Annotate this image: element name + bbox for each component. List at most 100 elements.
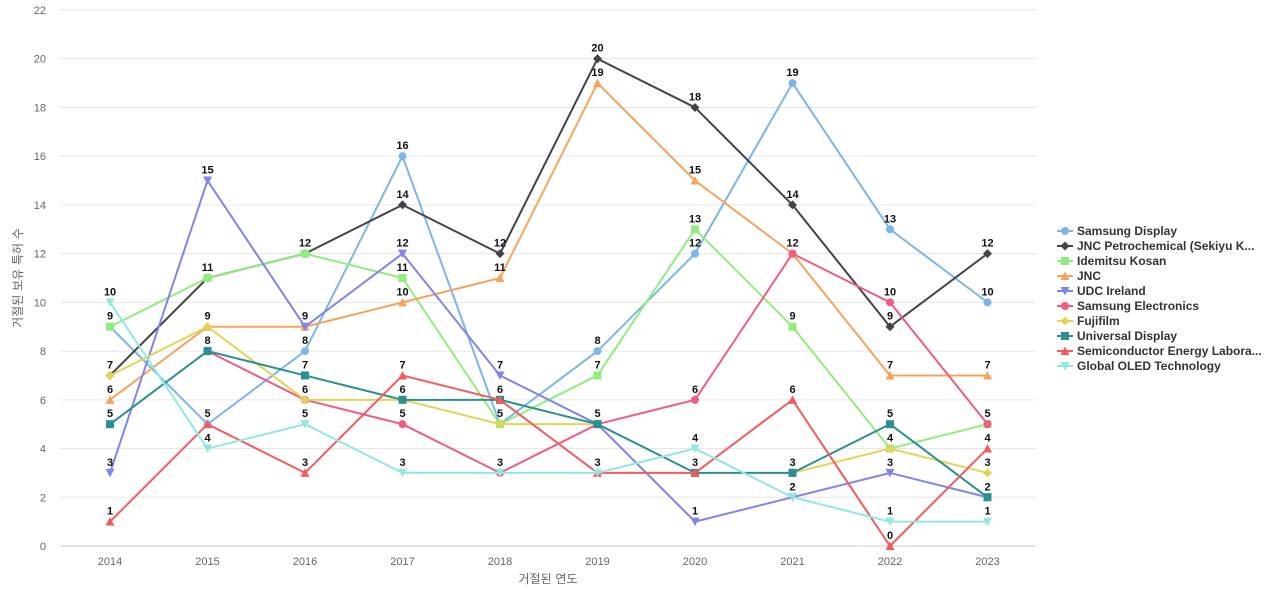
data-point[interactable] (301, 371, 309, 380)
data-point[interactable] (203, 176, 212, 186)
data-point[interactable] (691, 225, 699, 234)
series-line[interactable] (109, 301, 988, 523)
legend-item[interactable]: Semiconductor Energy Labora... (1057, 344, 1262, 358)
data-point[interactable] (886, 225, 894, 234)
data-label: 2 (789, 481, 795, 493)
data-point[interactable] (885, 541, 895, 551)
data-point[interactable] (788, 493, 797, 502)
data-point[interactable] (788, 200, 797, 210)
data-point[interactable] (105, 517, 115, 526)
data-label: 12 (299, 238, 311, 250)
data-point[interactable] (495, 419, 505, 429)
data-point[interactable] (301, 347, 309, 356)
data-point[interactable] (788, 322, 797, 331)
data-point[interactable] (495, 468, 505, 478)
data-point[interactable] (398, 297, 407, 307)
data-point[interactable] (203, 322, 212, 332)
data-point[interactable] (105, 370, 115, 380)
data-point[interactable] (105, 468, 115, 478)
series-line[interactable] (109, 82, 989, 426)
legend-item[interactable]: Idemitsu Kosan (1057, 254, 1166, 268)
data-point[interactable] (885, 517, 895, 527)
data-point[interactable] (105, 298, 115, 307)
data-point[interactable] (983, 420, 992, 429)
data-point[interactable] (593, 78, 602, 88)
data-point[interactable] (593, 468, 602, 478)
data-label: 9 (204, 311, 210, 323)
legend-item[interactable]: Global OLED Technology (1057, 359, 1221, 373)
data-point[interactable] (300, 468, 310, 477)
data-point[interactable] (300, 322, 310, 332)
data-point[interactable] (983, 370, 992, 380)
data-point[interactable] (788, 468, 797, 477)
data-point[interactable] (983, 493, 992, 502)
data-point[interactable] (398, 200, 407, 210)
data-point[interactable] (593, 54, 602, 64)
data-point[interactable] (495, 273, 505, 283)
data-point[interactable] (788, 79, 797, 88)
data-point[interactable] (203, 444, 212, 454)
data-point[interactable] (885, 322, 895, 332)
data-point[interactable] (788, 395, 797, 404)
data-point[interactable] (886, 420, 894, 429)
data-point[interactable] (983, 444, 992, 453)
legend-label: UDC Ireland (1077, 284, 1146, 298)
data-point[interactable] (495, 395, 505, 404)
data-point[interactable] (690, 468, 700, 477)
data-point[interactable] (398, 420, 407, 429)
legend-item[interactable]: JNC (1057, 269, 1101, 283)
data-point[interactable] (203, 419, 212, 429)
data-point[interactable] (983, 517, 992, 527)
data-point[interactable] (300, 420, 310, 429)
data-label: 7 (984, 359, 990, 371)
data-point[interactable] (398, 249, 407, 259)
data-point[interactable] (690, 444, 700, 454)
legend-label: Semiconductor Energy Labora... (1077, 344, 1262, 358)
data-point[interactable] (105, 395, 115, 404)
data-point[interactable] (690, 102, 700, 112)
data-point[interactable] (398, 370, 407, 380)
data-point[interactable] (106, 322, 114, 331)
data-point[interactable] (691, 249, 699, 258)
data-point[interactable] (691, 395, 699, 404)
data-point[interactable] (593, 371, 602, 380)
data-point[interactable] (885, 444, 895, 454)
data-point[interactable] (886, 298, 894, 307)
data-point[interactable] (690, 517, 700, 527)
series-line[interactable] (109, 374, 989, 547)
x-tick-label: 2023 (975, 556, 999, 568)
data-point[interactable] (106, 420, 114, 429)
data-point[interactable] (398, 274, 407, 282)
data-point[interactable] (300, 395, 310, 405)
legend-item[interactable]: Universal Display (1057, 329, 1177, 343)
data-point[interactable] (301, 249, 309, 258)
data-point[interactable] (203, 274, 212, 282)
series-line[interactable] (109, 82, 988, 401)
legend-item[interactable]: Fujifilm (1057, 314, 1120, 328)
series-line[interactable] (109, 57, 989, 377)
series-line[interactable] (109, 179, 988, 523)
series-line[interactable] (109, 228, 988, 450)
data-point[interactable] (788, 249, 797, 258)
data-point[interactable] (983, 468, 992, 478)
data-point[interactable] (983, 298, 992, 307)
data-point[interactable] (885, 468, 895, 478)
legend-item[interactable]: JNC Petrochemical (Sekiyu K... (1057, 239, 1254, 253)
data-point[interactable] (398, 395, 407, 404)
data-point[interactable] (398, 152, 407, 161)
data-label: 3 (692, 457, 698, 469)
legend-item[interactable]: Samsung Electronics (1057, 299, 1199, 313)
legend-item[interactable]: Samsung Display (1057, 224, 1177, 238)
data-point[interactable] (203, 347, 212, 356)
data-point[interactable] (398, 468, 407, 478)
data-point[interactable] (885, 370, 895, 380)
data-point[interactable] (495, 371, 505, 380)
data-point[interactable] (593, 347, 602, 356)
series-line[interactable] (109, 350, 989, 499)
data-point[interactable] (593, 420, 602, 429)
data-point[interactable] (495, 249, 505, 259)
data-point[interactable] (983, 249, 992, 259)
legend-item[interactable]: UDC Ireland (1057, 284, 1146, 298)
data-point[interactable] (690, 176, 700, 185)
